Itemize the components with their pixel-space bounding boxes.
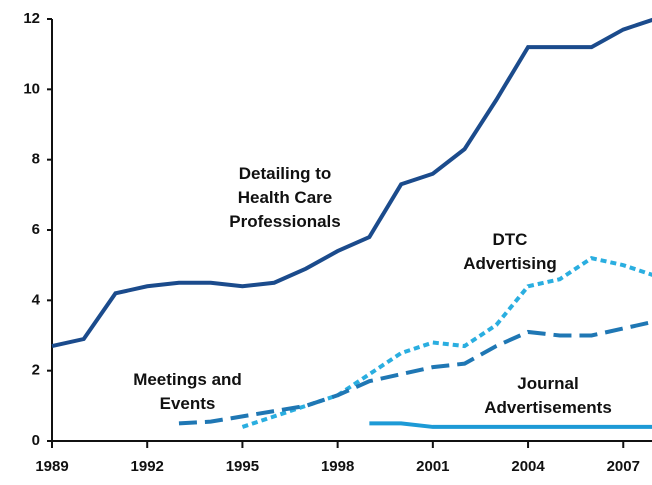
y-tick-label: 12 <box>23 10 40 27</box>
y-tick-label: 2 <box>32 362 40 379</box>
x-tick-label: 1992 <box>131 458 164 475</box>
series-label: DTC Advertising <box>463 230 557 273</box>
x-tick-label: 2007 <box>607 458 640 475</box>
series-label: Meetings and Events <box>133 370 242 413</box>
series-line <box>369 421 652 429</box>
y-tick-label: 10 <box>23 80 40 97</box>
series-line <box>178 320 652 426</box>
series-label: Journal Advertisements <box>484 374 612 417</box>
y-tick-label: 0 <box>32 432 40 449</box>
y-tick-label: 4 <box>32 291 41 308</box>
x-tick-label: 1998 <box>321 458 354 475</box>
x-tick-label: 2001 <box>416 458 449 475</box>
x-tick-label: 2004 <box>511 458 545 475</box>
x-tick-label: 1995 <box>226 458 259 475</box>
y-tick-label: 8 <box>32 151 40 168</box>
x-tick-label: 1989 <box>35 458 68 475</box>
series-line <box>51 17 652 349</box>
series-label: Detailing to Health Care Professionals <box>229 164 341 231</box>
y-tick-label: 6 <box>32 221 40 238</box>
